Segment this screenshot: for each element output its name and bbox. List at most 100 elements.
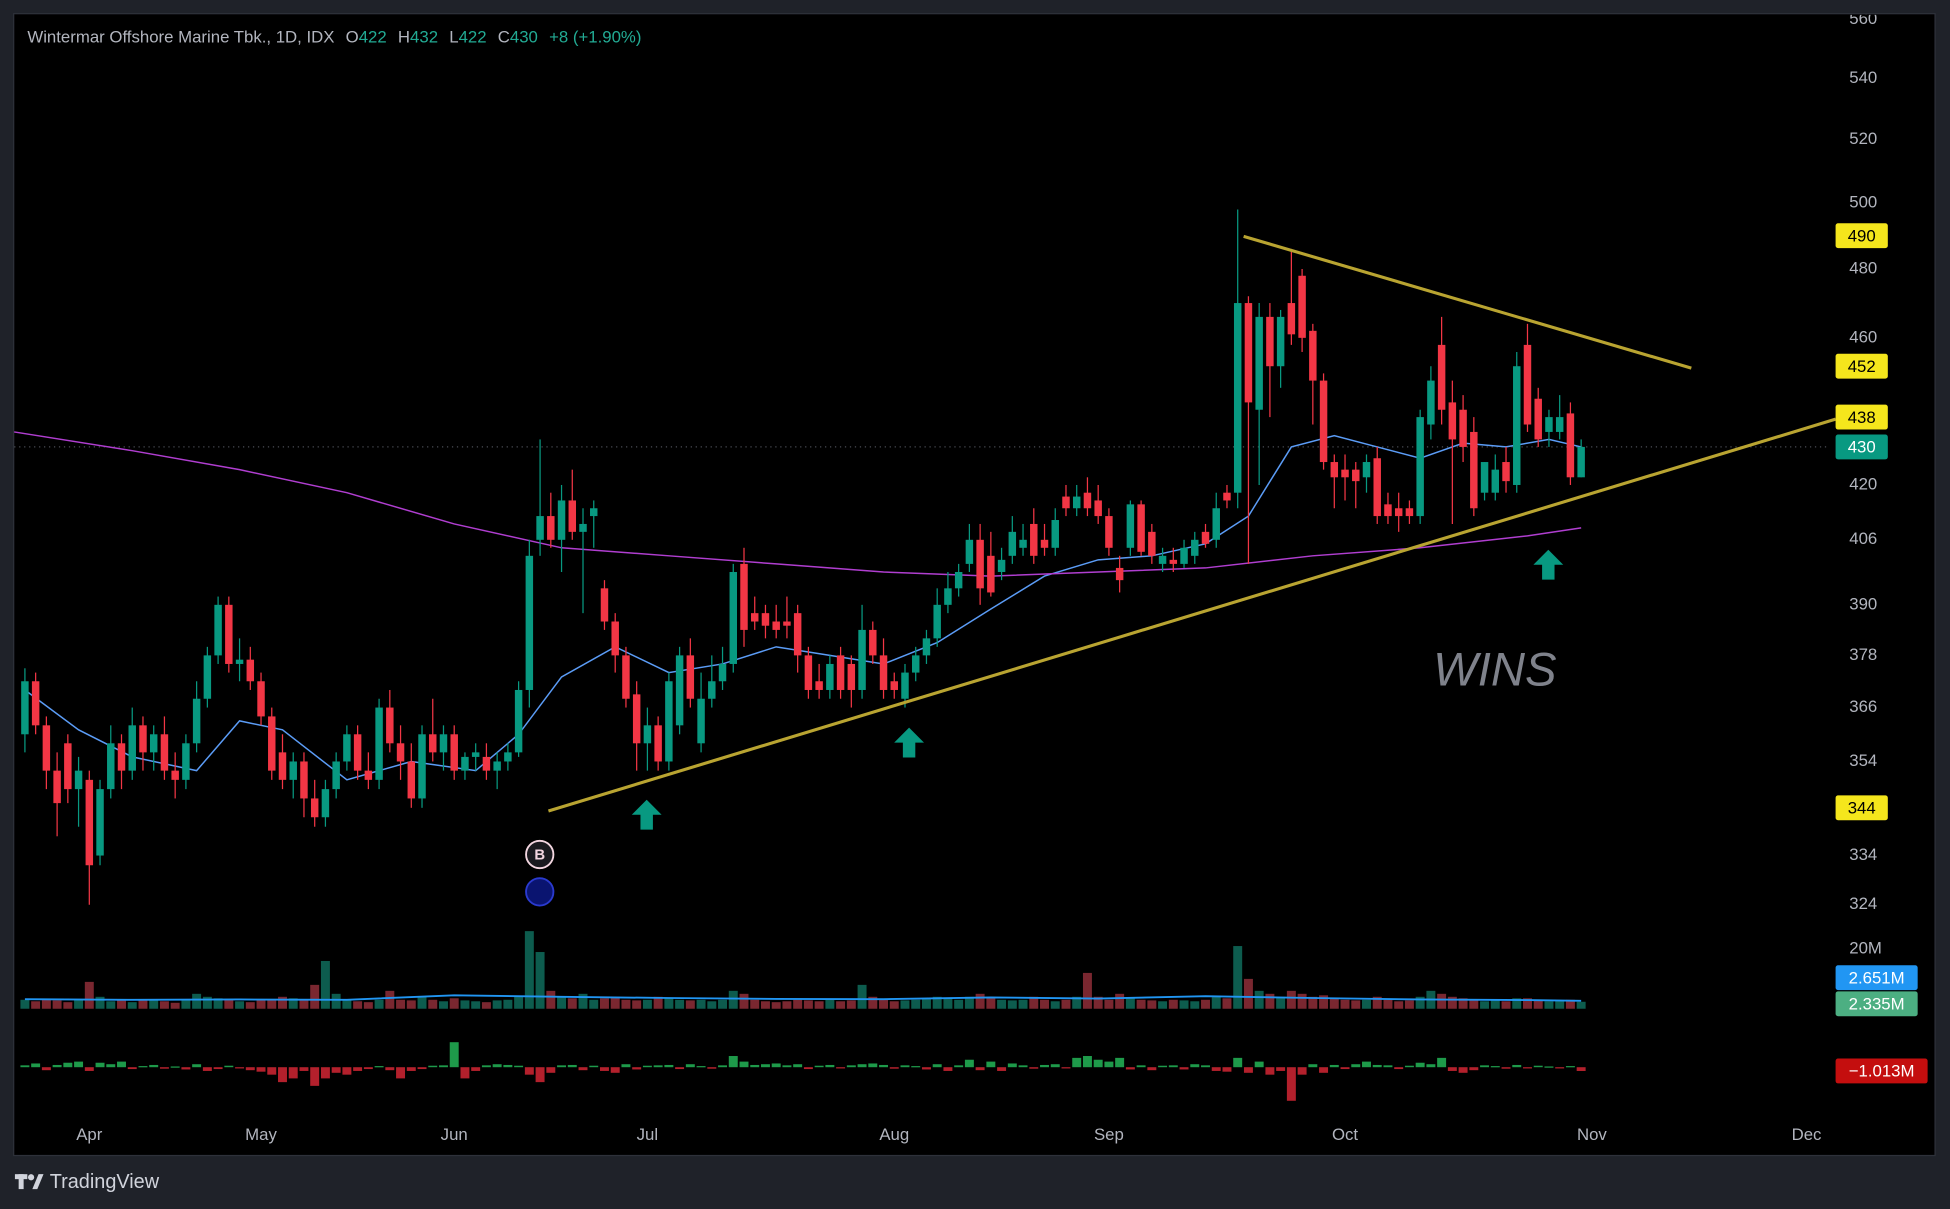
y-tick-label: 420 xyxy=(1849,474,1877,493)
candle-body xyxy=(85,779,94,866)
watermark: WINS xyxy=(1433,643,1557,696)
flow-bar xyxy=(256,1067,266,1072)
volume-marker xyxy=(1835,991,1918,1017)
flow-bar xyxy=(1469,1067,1479,1071)
flow-bar xyxy=(1158,1065,1168,1068)
flow-bar xyxy=(1415,1062,1425,1068)
volume-bar xyxy=(1469,999,1479,1009)
volume-bar xyxy=(696,999,706,1009)
volume-bar xyxy=(814,1001,824,1009)
flow-bar xyxy=(535,1067,545,1083)
flow-bar xyxy=(900,1065,910,1068)
flow-bar xyxy=(20,1065,30,1068)
candle-body xyxy=(987,555,995,593)
candle-body xyxy=(665,681,673,762)
volume-bar xyxy=(299,999,309,1009)
volume-bar xyxy=(1233,946,1243,1009)
price-marker xyxy=(1835,404,1888,430)
flow-bar xyxy=(417,1067,427,1070)
flow-bar xyxy=(578,1067,588,1071)
volume-bar xyxy=(642,999,652,1009)
flow-bar xyxy=(1555,1067,1565,1069)
candle-body xyxy=(1502,462,1510,482)
candle-body xyxy=(1330,462,1339,478)
candle-body xyxy=(933,604,941,639)
candle-body xyxy=(1405,508,1414,517)
candle-body xyxy=(1427,380,1435,425)
flow-bar xyxy=(503,1064,513,1068)
volume-bar xyxy=(524,931,534,1009)
candle-body xyxy=(1416,417,1424,517)
candle-body xyxy=(42,725,51,771)
candle-body xyxy=(31,681,40,726)
brand-logo xyxy=(14,1174,44,1190)
volume-bar xyxy=(192,993,202,1009)
y-tick-label: 324 xyxy=(1849,894,1877,913)
flow-bar xyxy=(836,1067,846,1069)
volume-bar xyxy=(74,999,84,1009)
volume-bar xyxy=(943,998,953,1009)
volume-bar xyxy=(202,996,212,1009)
flow-bar xyxy=(385,1067,395,1071)
candle-body xyxy=(922,638,931,656)
candle-body xyxy=(171,770,179,780)
volume-bar xyxy=(514,996,524,1009)
signal-icon[interactable] xyxy=(525,839,555,870)
volume-bar xyxy=(256,999,266,1009)
x-tick-label: Oct xyxy=(1332,1125,1358,1144)
volume-bar xyxy=(782,1001,792,1009)
flow-bar xyxy=(320,1067,330,1079)
symbol-title: Wintermar Offshore Marine Tbk., 1D, IDX xyxy=(27,28,334,47)
candle-body xyxy=(686,655,695,699)
candle-body xyxy=(1309,330,1317,381)
volume-bar xyxy=(578,993,588,1009)
candle-body xyxy=(461,756,469,771)
flow-bar xyxy=(557,1065,567,1068)
flow-bar xyxy=(879,1064,889,1068)
volume-bar xyxy=(1555,1000,1565,1009)
candle-body xyxy=(1148,531,1156,556)
flow-bar xyxy=(363,1067,373,1070)
logo-part xyxy=(18,1174,24,1190)
volume-bar xyxy=(599,998,609,1009)
flow-bar xyxy=(696,1066,706,1068)
candle-body xyxy=(1051,520,1059,548)
candle-body xyxy=(96,789,104,856)
volume-bar xyxy=(1565,999,1575,1009)
candle-body xyxy=(1072,496,1081,509)
flow-marker xyxy=(1835,1058,1928,1084)
y-tick-label: 406 xyxy=(1849,529,1877,548)
candle-body xyxy=(1255,316,1263,410)
candle-body xyxy=(718,663,727,682)
volume-bar xyxy=(610,996,620,1009)
candle-body xyxy=(482,756,491,771)
volume-bar xyxy=(492,1000,502,1009)
volume-bar xyxy=(803,1000,813,1009)
candle-body xyxy=(1534,398,1542,440)
volume-bar xyxy=(385,990,395,1009)
candle-body xyxy=(1470,431,1478,509)
flow-bar xyxy=(825,1064,835,1068)
volume-bar xyxy=(127,1002,137,1009)
flow-bar xyxy=(514,1065,524,1068)
event-icon[interactable] xyxy=(525,877,555,907)
volume-bar xyxy=(567,998,577,1009)
candle-body xyxy=(214,604,222,656)
flow-bar xyxy=(567,1064,577,1068)
flow-bar xyxy=(1125,1067,1135,1070)
y-tick-label: 560 xyxy=(1849,9,1877,28)
volume-bar xyxy=(1158,1001,1168,1009)
brand-name[interactable]: TradingView xyxy=(50,1171,160,1193)
candle-body xyxy=(439,734,448,753)
volume-bar xyxy=(997,999,1007,1009)
flow-bar xyxy=(213,1067,223,1070)
signal-label[interactable]: B xyxy=(534,847,545,864)
volume-bar xyxy=(1383,999,1393,1009)
volume-bar xyxy=(374,999,384,1009)
volume-bar xyxy=(235,1001,245,1009)
flow-bar xyxy=(63,1062,73,1068)
candle-body xyxy=(1352,469,1360,482)
x-tick-label: Nov xyxy=(1577,1125,1607,1144)
flow-bar xyxy=(353,1067,363,1071)
x-tick-label: Dec xyxy=(1792,1125,1822,1144)
